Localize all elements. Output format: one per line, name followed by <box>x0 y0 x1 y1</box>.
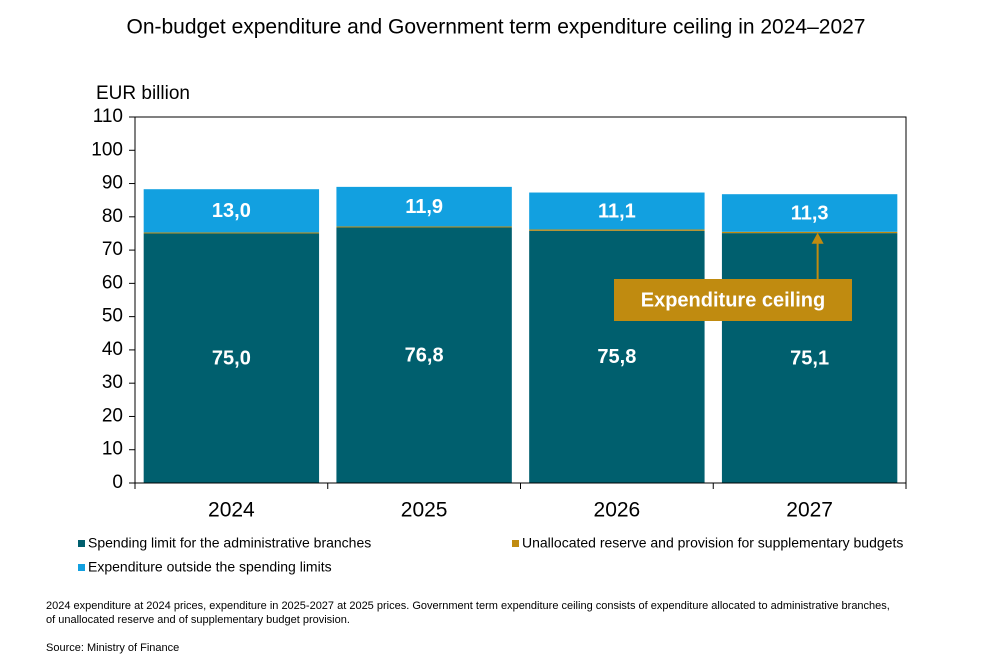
legend-label: Spending limit for the administrative br… <box>88 535 371 551</box>
chart-title: On-budget expenditure and Government ter… <box>127 16 866 39</box>
value-label: 75,1 <box>790 347 829 369</box>
y-tick-label: 60 <box>102 272 123 293</box>
annotation: Expenditure ceiling <box>641 289 825 311</box>
y-tick-label: 0 <box>112 472 123 493</box>
value-label: 76,8 <box>405 345 444 367</box>
value-label: 13,0 <box>212 200 251 222</box>
y-tick-label: 10 <box>102 439 123 460</box>
bar-segment <box>721 231 898 234</box>
y-tick-label: 90 <box>102 173 123 194</box>
annotation-arrowhead <box>811 232 824 244</box>
y-tick-label: 20 <box>102 405 123 426</box>
value-label: 11,1 <box>598 200 636 222</box>
value-label: 11,3 <box>791 202 829 224</box>
value-label: 75,0 <box>212 348 251 370</box>
y-tick-label: 30 <box>102 372 123 393</box>
x-tick-label: 2025 <box>401 499 448 522</box>
annotation-box <box>614 279 852 321</box>
y-tick-label: 70 <box>102 239 123 260</box>
y-tick-label: 100 <box>91 139 123 160</box>
bar-segment <box>721 233 898 483</box>
bar-segment <box>529 230 705 483</box>
bar-segment <box>336 227 512 483</box>
x-tick-label: 2026 <box>594 499 641 522</box>
y-tick-label: 40 <box>102 339 123 360</box>
plot-frame <box>134 116 907 484</box>
value-label: 75,8 <box>597 346 636 368</box>
bar-segment <box>143 189 320 233</box>
legend-label: Unallocated reserve and provision for su… <box>522 535 903 551</box>
note: of unallocated reserve and of supplement… <box>46 614 350 626</box>
value-label: 11,9 <box>405 196 443 218</box>
note: 2024 expenditure at 2024 prices, expendi… <box>46 600 890 612</box>
legend-label: Expenditure outside the spending limits <box>88 559 332 575</box>
bar-segment <box>336 226 512 228</box>
y-axis-label: EUR billion <box>96 83 190 104</box>
x-tick-label: 2027 <box>786 499 833 522</box>
bar-segment <box>143 233 320 483</box>
bar-segment <box>336 186 512 227</box>
y-tick-label: 110 <box>93 106 123 127</box>
source: Source: Ministry of Finance <box>46 642 179 654</box>
y-tick-label: 80 <box>102 206 123 227</box>
legend-marker <box>78 540 85 547</box>
legend-marker <box>512 540 519 547</box>
bar-segment <box>143 232 320 234</box>
bar-segment <box>529 229 705 231</box>
y-tick-label: 50 <box>102 306 123 327</box>
bar-segment <box>721 194 898 232</box>
x-tick-label: 2024 <box>208 499 255 522</box>
bar-segment <box>529 192 705 230</box>
legend-marker <box>78 564 85 571</box>
